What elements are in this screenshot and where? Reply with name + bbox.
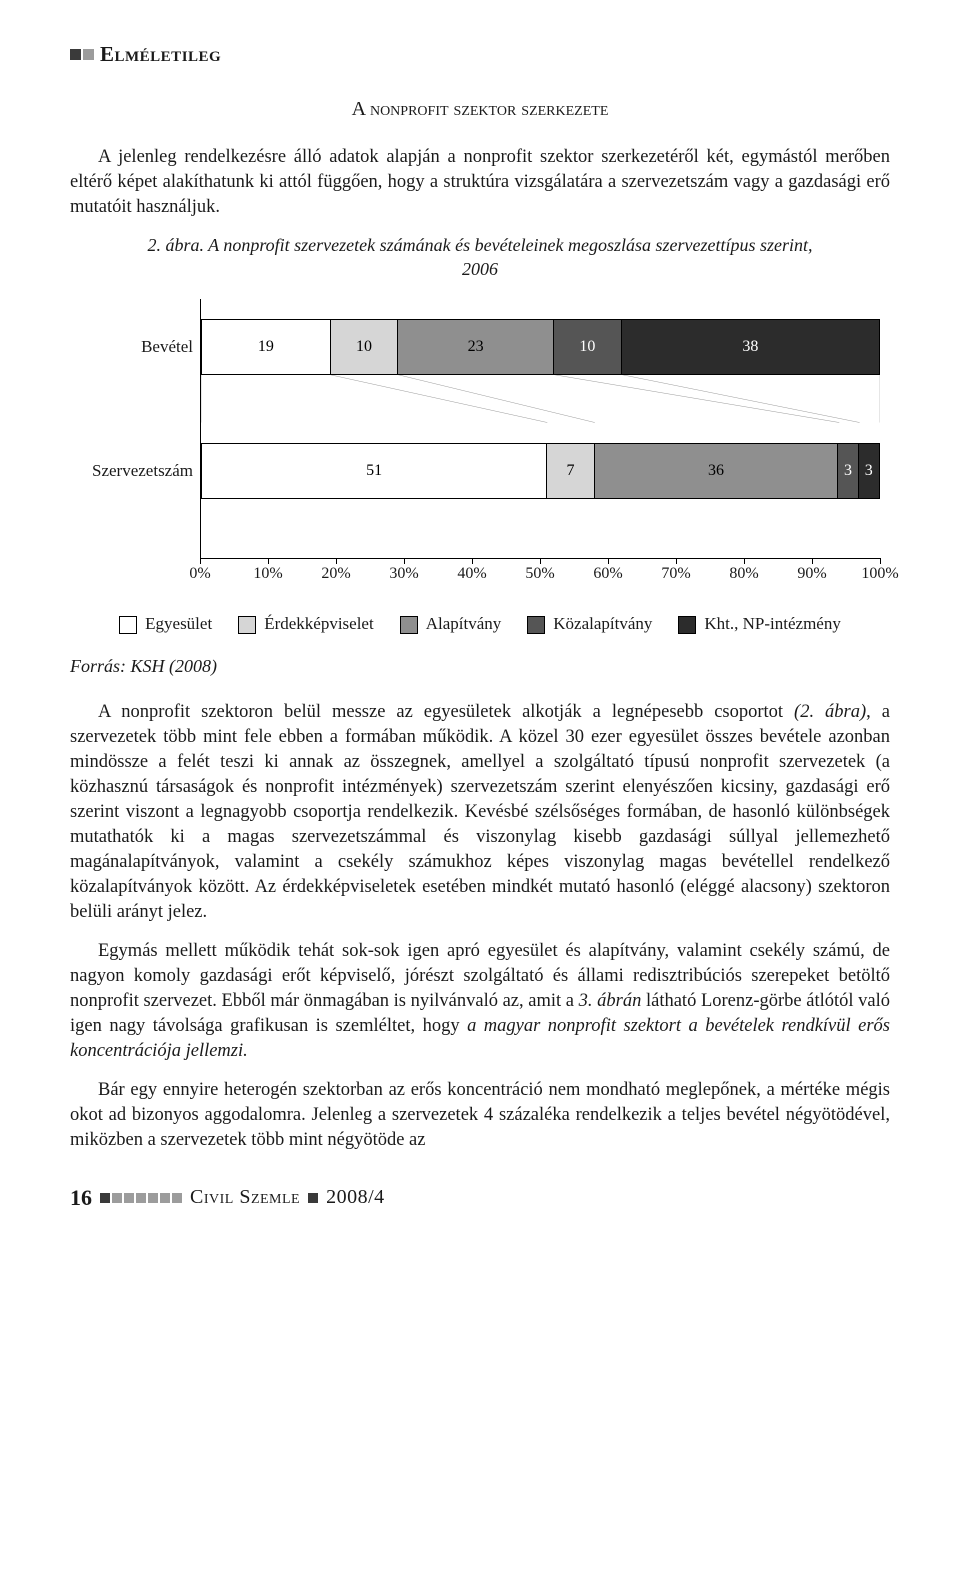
chart-plot-area: Bevétel1910231038Szervezetszám5173633 <box>200 299 880 559</box>
figure-caption: 2. ábra. A nonprofit szervezetek számána… <box>70 234 890 281</box>
legend-label: Egyesület <box>145 613 212 636</box>
square-icon <box>70 49 81 60</box>
legend-swatch <box>238 616 256 634</box>
body-paragraph-1: A nonprofit szektoron belül messze az eg… <box>70 700 890 925</box>
x-axis-tick-mark <box>744 558 745 564</box>
bar-segment: 36 <box>595 444 839 498</box>
x-axis-tick-mark <box>880 558 881 564</box>
square-icon <box>124 1193 134 1203</box>
square-icon <box>148 1193 158 1203</box>
x-axis-tick-label: 60% <box>593 563 622 585</box>
chart-bar-row: Szervezetszám5173633 <box>201 443 880 499</box>
x-axis-tick-label: 10% <box>253 563 282 585</box>
caption-line-1: 2. ábra. A nonprofit szervezetek számána… <box>147 235 812 255</box>
page-subtitle: A nonprofit szektor szerkezete <box>70 96 890 123</box>
legend-item: Közalapítvány <box>527 613 652 636</box>
square-icon <box>172 1193 182 1203</box>
x-axis-tick-label: 20% <box>321 563 350 585</box>
bar-segment: 10 <box>554 320 622 374</box>
legend-swatch <box>678 616 696 634</box>
x-axis-tick-mark <box>676 558 677 564</box>
x-axis-tick-mark <box>268 558 269 564</box>
text-italic: 3. ábrán <box>579 991 642 1011</box>
legend-label: Közalapítvány <box>553 613 652 636</box>
footer-squares <box>100 1193 182 1203</box>
legend-item: Egyesület <box>119 613 212 636</box>
legend-swatch <box>527 616 545 634</box>
bar-segment: 19 <box>202 320 331 374</box>
footer-issue: 2008/4 <box>326 1184 385 1211</box>
x-axis-tick-mark <box>336 558 337 564</box>
bar-segment: 23 <box>398 320 554 374</box>
x-axis-tick-mark <box>200 558 201 564</box>
square-icon <box>308 1193 318 1203</box>
bar-segment: 10 <box>331 320 399 374</box>
x-axis-tick-mark <box>472 558 473 564</box>
text: , a szervezetek több mint fele ebben a f… <box>70 702 890 922</box>
caption-line-2: 2006 <box>462 259 498 279</box>
bar-track: 1910231038 <box>201 319 880 375</box>
legend-swatch <box>119 616 137 634</box>
body-paragraph-3: Bár egy ennyire heterogén szektorban az … <box>70 1078 890 1153</box>
x-axis-tick-label: 100% <box>861 563 898 585</box>
x-axis-tick-mark <box>812 558 813 564</box>
body-paragraph-2: Egymás mellett működik tehát sok-sok ige… <box>70 939 890 1064</box>
chart-legend: Egyesület Érdekképviselet Alapítvány Közala… <box>70 613 890 636</box>
text: A nonprofit szektoron belül messze az eg… <box>98 702 794 722</box>
x-axis-tick-label: 50% <box>525 563 554 585</box>
bar-segment: 38 <box>622 320 879 374</box>
x-axis-tick-label: 30% <box>389 563 418 585</box>
x-axis-tick-label: 90% <box>797 563 826 585</box>
legend-item: Kht., NP-intézmény <box>678 613 840 636</box>
square-icon <box>160 1193 170 1203</box>
header-title: Elméletileg <box>100 40 221 68</box>
bar-category-label: Bevétel <box>81 336 193 359</box>
bar-segment: 7 <box>547 444 594 498</box>
legend-swatch <box>400 616 418 634</box>
x-axis-tick-mark <box>404 558 405 564</box>
bar-track: 5173633 <box>201 443 880 499</box>
x-axis-tick-mark <box>540 558 541 564</box>
header-squares <box>70 49 94 60</box>
bar-segment: 51 <box>202 444 547 498</box>
square-icon <box>100 1193 110 1203</box>
chart-x-axis: 0%10%20%30%40%50%60%70%80%90%100% <box>200 563 880 589</box>
footer-journal: Civil Szemle <box>190 1184 300 1211</box>
stacked-bar-chart: Bevétel1910231038Szervezetszám5173633 0%… <box>200 299 880 589</box>
legend-item: Alapítvány <box>400 613 502 636</box>
x-axis-tick-label: 0% <box>189 563 210 585</box>
intro-paragraph: A jelenleg rendelkezésre álló adatok ala… <box>70 145 890 220</box>
bar-segment: 3 <box>859 444 879 498</box>
x-axis-tick-label: 80% <box>729 563 758 585</box>
legend-label: Érdekképviselet <box>264 613 374 636</box>
bar-category-label: Szervezetszám <box>81 460 193 483</box>
x-axis-tick-label: 70% <box>661 563 690 585</box>
legend-label: Kht., NP-intézmény <box>704 613 840 636</box>
legend-item: Érdekképviselet <box>238 613 374 636</box>
chart-bar-row: Bevétel1910231038 <box>201 319 880 375</box>
square-icon <box>83 49 94 60</box>
text-italic: (2. ábra) <box>794 702 866 722</box>
page-number: 16 <box>70 1183 92 1213</box>
x-axis-tick-label: 40% <box>457 563 486 585</box>
figure-source: Forrás: KSH (2008) <box>70 654 890 678</box>
square-icon <box>112 1193 122 1203</box>
legend-label: Alapítvány <box>426 613 502 636</box>
page-footer: 16 Civil Szemle 2008/4 <box>70 1183 890 1213</box>
x-axis-tick-mark <box>608 558 609 564</box>
section-header: Elméletileg <box>70 40 890 68</box>
square-icon <box>136 1193 146 1203</box>
bar-segment: 3 <box>838 444 858 498</box>
